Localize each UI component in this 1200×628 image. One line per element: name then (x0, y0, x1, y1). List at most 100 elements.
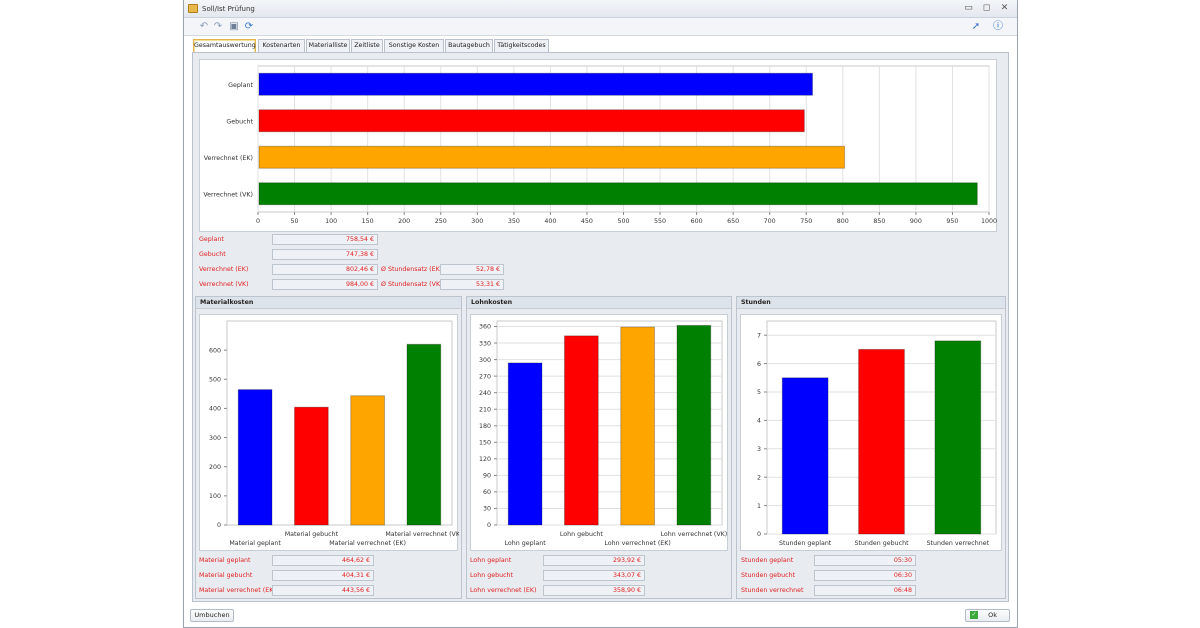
bar (507, 362, 543, 526)
ok-button[interactable]: ✓ Ok (965, 609, 1010, 622)
x-tick-label: 600 (691, 218, 703, 225)
x-tick-label: 1000 (981, 218, 997, 225)
bar (934, 340, 982, 535)
tab-kostenarten[interactable]: Kostenarten (258, 39, 305, 52)
redo-icon[interactable]: ↷ (213, 21, 223, 32)
x-tick-label: 100 (325, 218, 337, 225)
category-label: Geplant (228, 82, 253, 89)
bar (350, 395, 385, 526)
tab-gesamtauswertung[interactable]: Gesamtauswertung (193, 39, 256, 53)
summary-label-verrechnet-ek: Verrechnet (EK) (199, 266, 249, 273)
bar (858, 348, 905, 535)
stunden-bar-chart: 0 1 2 3 4 5 6 7 Stunden geplant Stunden gebucht St… (757, 320, 997, 547)
tab-zeitliste[interactable]: Zeitliste (351, 39, 383, 52)
summary-value-verrechnet-ek: 802,46 € (272, 264, 378, 275)
tab-materialliste[interactable]: Materialliste (306, 39, 350, 52)
lohn-label-geplant: Lohn geplant (470, 557, 512, 564)
x-tick-label: 0 (256, 218, 260, 225)
bar (237, 389, 273, 526)
y-tick-label: 360 (479, 324, 491, 331)
lohn-chart: 0 30 60 90 120 150 180 210 240 270 300 330 360 Lohn g… (470, 314, 728, 551)
y-tick-label: 300 (209, 435, 221, 442)
window-title: Soll/Ist Prüfung (202, 5, 255, 13)
y-tick-label: 0 (487, 522, 491, 529)
y-tick-label: 6 (757, 361, 761, 368)
summary-value-geplant: 758,54 € (272, 234, 378, 245)
x-tick-label: 700 (764, 218, 776, 225)
category-label: Stunden geplant (779, 540, 832, 547)
material-value-gebucht: 404,31 € (272, 570, 374, 581)
lohn-label-gebucht: Lohn gebucht (470, 572, 514, 579)
info-icon[interactable]: ⓘ (993, 21, 1003, 32)
x-tick-label: 800 (837, 218, 849, 225)
summary-chart: 0 50 100 150 200 250 300 350 400 450 500 550 600 650 7… (199, 59, 997, 232)
x-tick-label: 450 (581, 218, 593, 225)
x-tick-label: 250 (435, 218, 447, 225)
x-tick-label: 900 (910, 218, 922, 225)
y-tick-label: 0 (757, 531, 761, 538)
category-label: Lohn gebucht (560, 531, 604, 538)
save-icon[interactable]: ▣ (229, 21, 239, 32)
pin-icon[interactable]: ➚ (971, 21, 981, 32)
x-tick-label: 550 (654, 218, 666, 225)
lohn-value-verrechnet: 358,90 € (543, 585, 645, 596)
summary-label-verrechnet-vk: Verrechnet (VK) (199, 281, 249, 288)
tab-bautagebuch[interactable]: Bautagebuch (445, 39, 493, 52)
maximize-icon[interactable]: ◻ (982, 3, 991, 13)
x-tick-label: 150 (362, 218, 374, 225)
stunden-label-geplant: Stunden geplant (741, 557, 794, 564)
category-label: Material verrechnet (EK) (329, 540, 406, 547)
bar (258, 109, 805, 133)
toolbar: ↶ ↷ ▣ ⟳ ➚ ⓘ (184, 18, 1017, 36)
x-tick-label: 500 (617, 218, 629, 225)
category-label: Stunden gebucht (854, 540, 909, 547)
y-tick-label: 4 (757, 418, 761, 425)
y-tick-label: 300 (479, 357, 491, 364)
stundensatz-vk-value: 53,31 € (440, 279, 504, 290)
y-tick-label: 400 (209, 406, 221, 413)
app-window: Soll/Ist Prüfung ▭ ◻ ✕ ↶ ↷ ▣ ⟳ ➚ ⓘ Gesam… (183, 0, 1018, 628)
check-icon: ✓ (970, 611, 978, 619)
y-tick-label: 240 (479, 390, 491, 397)
y-tick-label: 210 (479, 406, 491, 413)
y-tick-label: 600 (209, 347, 221, 354)
title-bar: Soll/Ist Prüfung ▭ ◻ ✕ (184, 0, 1017, 18)
y-tick-label: 7 (757, 332, 761, 339)
summary-label-geplant: Geplant (199, 236, 224, 243)
material-label-gebucht: Material gebucht (199, 572, 253, 579)
refresh-icon[interactable]: ⟳ (244, 21, 254, 32)
close-icon[interactable]: ✕ (1000, 3, 1009, 13)
bar (406, 343, 442, 526)
stunden-value-gebucht: 06:30 (814, 570, 916, 581)
y-tick-label: 100 (209, 493, 221, 500)
y-tick-label: 500 (209, 376, 221, 383)
umbuchen-button[interactable]: Umbuchen (190, 609, 234, 622)
x-tick-label: 350 (508, 218, 520, 225)
bar (620, 326, 655, 526)
y-tick-label: 0 (217, 522, 221, 529)
bar (258, 145, 846, 169)
bar (564, 335, 599, 526)
category-label: Lohn verrechnet (EK) (604, 540, 670, 547)
tab-taetigkeitscodes[interactable]: Tätigkeitscodes (494, 39, 549, 52)
y-tick-label: 5 (757, 389, 761, 396)
x-tick-label: 300 (471, 218, 483, 225)
summary-value-gebucht: 747,38 € (272, 249, 378, 260)
undo-icon[interactable]: ↶ (199, 21, 209, 32)
tab-sonstige-kosten[interactable]: Sonstige Kosten (384, 39, 444, 52)
bar (294, 406, 329, 526)
category-label: Material geplant (229, 540, 281, 547)
bar (676, 324, 712, 526)
summary-value-verrechnet-vk: 984,00 € (272, 279, 378, 290)
y-tick-label: 270 (479, 373, 491, 380)
stundensatz-ek-label: Ø Stundensatz (EK) (381, 266, 443, 273)
category-label: Material gebucht (285, 531, 339, 538)
stunden-chart: 0 1 2 3 4 5 6 7 Stunden geplant Stunden gebucht St… (740, 314, 1002, 551)
minimize-icon[interactable]: ▭ (964, 3, 973, 13)
lohn-value-geplant: 293,92 € (543, 555, 645, 566)
category-label: Gebucht (226, 118, 253, 125)
category-label: Material verrechnet (VK) (385, 531, 459, 538)
y-tick-label: 1 (757, 503, 761, 510)
bar (781, 377, 829, 535)
y-tick-label: 3 (757, 446, 761, 453)
